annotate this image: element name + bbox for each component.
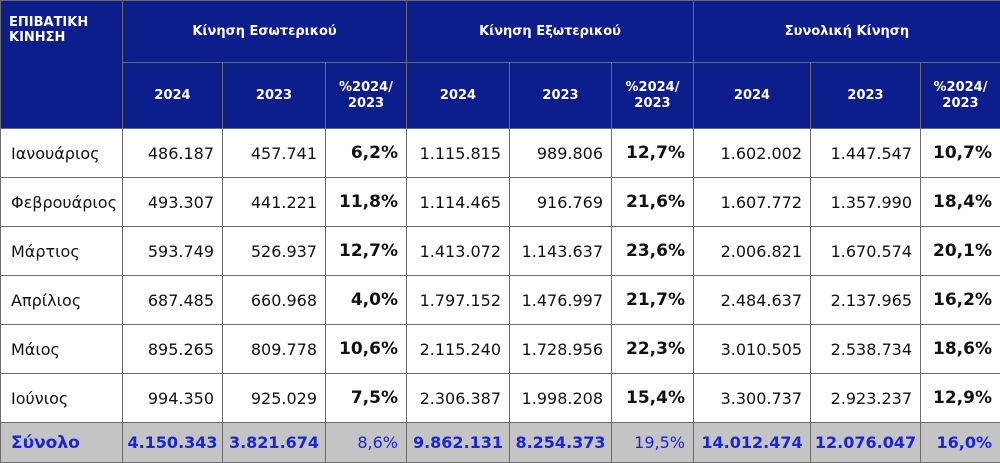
value-cell: 1.357.990: [811, 178, 921, 227]
value-cell: 994.350: [123, 374, 223, 423]
value-cell: 493.307: [123, 178, 223, 227]
total-cell: 9.862.131: [407, 423, 510, 463]
value-cell: 3.300.737: [694, 374, 811, 423]
value-cell: 2.115.240: [407, 325, 510, 374]
value-cell: 1.114.465: [407, 178, 510, 227]
change-percent-cell: 11,8%: [326, 178, 407, 227]
change-percent-cell: 18,6%: [921, 325, 1000, 374]
group-header-domestic: Κίνηση Εσωτερικού: [123, 1, 407, 63]
value-cell: 2.484.637: [694, 276, 811, 325]
value-cell: 1.115.815: [407, 129, 510, 178]
value-cell: 895.265: [123, 325, 223, 374]
change-percent-cell: 6,2%: [326, 129, 407, 178]
value-cell: 2.923.237: [811, 374, 921, 423]
change-percent-cell: 16,2%: [921, 276, 1000, 325]
value-cell: 593.749: [123, 227, 223, 276]
total-cell: 14.012.474: [694, 423, 811, 463]
value-cell: 2.006.821: [694, 227, 811, 276]
month-label: Μάρτιος: [1, 227, 123, 276]
value-cell: 1.670.574: [811, 227, 921, 276]
subheader-change-percent: %2024/ 2023: [921, 63, 1000, 129]
total-change-cell: 16,0%: [921, 423, 1000, 463]
subheader-change-percent: %2024/ 2023: [326, 63, 407, 129]
change-percent-cell: 21,7%: [612, 276, 694, 325]
value-cell: 2.137.965: [811, 276, 921, 325]
month-label: Φεβρουάριος: [1, 178, 123, 227]
value-cell: 2.306.387: [407, 374, 510, 423]
month-label: Ιανουάριος: [1, 129, 123, 178]
value-cell: 486.187: [123, 129, 223, 178]
change-percent-cell: 18,4%: [921, 178, 1000, 227]
total-cell: 12.076.047: [811, 423, 921, 463]
subheader-year-current: 2024: [123, 63, 223, 129]
corner-header: ΕΠΙΒΑΤΙΚΗ ΚΙΝΗΣΗ: [1, 1, 123, 129]
value-cell: 1.998.208: [510, 374, 612, 423]
change-percent-cell: 21,6%: [612, 178, 694, 227]
total-cell: 3.821.674: [223, 423, 326, 463]
total-change-cell: 8,6%: [326, 423, 407, 463]
value-cell: 1.447.547: [811, 129, 921, 178]
change-percent-cell: 10,6%: [326, 325, 407, 374]
subheader-year-previous: 2023: [510, 63, 612, 129]
change-percent-cell: 12,9%: [921, 374, 1000, 423]
change-percent-cell: 20,1%: [921, 227, 1000, 276]
value-cell: 1.476.997: [510, 276, 612, 325]
value-cell: 1.728.956: [510, 325, 612, 374]
value-cell: 3.010.505: [694, 325, 811, 374]
subheader-change-percent: %2024/ 2023: [612, 63, 694, 129]
total-label: Σύνολο: [1, 423, 123, 463]
value-cell: 457.741: [223, 129, 326, 178]
value-cell: 1.797.152: [407, 276, 510, 325]
total-change-cell: 19,5%: [612, 423, 694, 463]
total-row: Σύνολο 4.150.343 3.821.674 8,6% 9.862.13…: [1, 423, 1000, 463]
group-header-total: Συνολική Κίνηση: [694, 1, 1000, 63]
value-cell: 1.607.772: [694, 178, 811, 227]
change-percent-cell: 10,7%: [921, 129, 1000, 178]
month-label: Μάιος: [1, 325, 123, 374]
subheader-year-current: 2024: [407, 63, 510, 129]
group-header-international: Κίνηση Εξωτερικού: [407, 1, 694, 63]
value-cell: 2.538.734: [811, 325, 921, 374]
change-percent-cell: 4,0%: [326, 276, 407, 325]
value-cell: 441.221: [223, 178, 326, 227]
change-percent-cell: 7,5%: [326, 374, 407, 423]
change-percent-cell: 12,7%: [326, 227, 407, 276]
change-percent-cell: 22,3%: [612, 325, 694, 374]
total-cell: 8.254.373: [510, 423, 612, 463]
value-cell: 1.602.002: [694, 129, 811, 178]
subheader-year-previous: 2023: [811, 63, 921, 129]
total-cell: 4.150.343: [123, 423, 223, 463]
value-cell: 660.968: [223, 276, 326, 325]
subheader-year-current: 2024: [694, 63, 811, 129]
value-cell: 916.769: [510, 178, 612, 227]
month-label: Ιούνιος: [1, 374, 123, 423]
subheader-year-previous: 2023: [223, 63, 326, 129]
value-cell: 1.143.637: [510, 227, 612, 276]
month-label: Απρίλιος: [1, 276, 123, 325]
value-cell: 925.029: [223, 374, 326, 423]
value-cell: 809.778: [223, 325, 326, 374]
change-percent-cell: 12,7%: [612, 129, 694, 178]
value-cell: 1.413.072: [407, 227, 510, 276]
change-percent-cell: 23,6%: [612, 227, 694, 276]
value-cell: 526.937: [223, 227, 326, 276]
value-cell: 989.806: [510, 129, 612, 178]
change-percent-cell: 15,4%: [612, 374, 694, 423]
value-cell: 687.485: [123, 276, 223, 325]
